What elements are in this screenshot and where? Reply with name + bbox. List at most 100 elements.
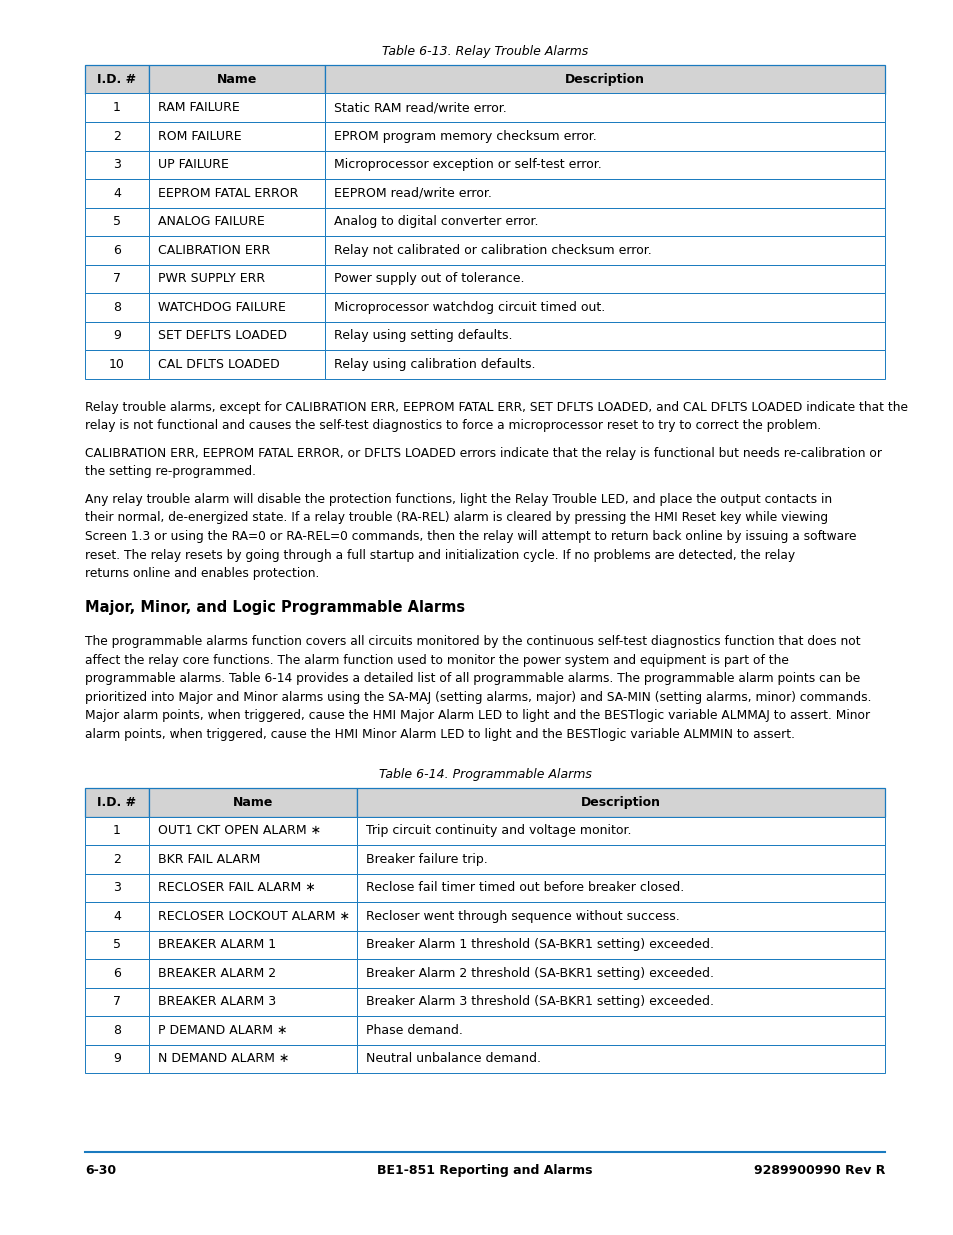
Text: 2: 2 <box>113 130 121 143</box>
Text: Table 6-14. Programmable Alarms: Table 6-14. Programmable Alarms <box>378 768 591 782</box>
Text: The programmable alarms function covers all circuits monitored by the continuous: The programmable alarms function covers … <box>85 635 860 648</box>
Text: CALIBRATION ERR, EEPROM FATAL ERROR, or DFLTS LOADED errors indicate that the re: CALIBRATION ERR, EEPROM FATAL ERROR, or … <box>85 447 882 459</box>
Bar <box>149 207 325 236</box>
Text: 2: 2 <box>113 853 121 866</box>
Bar <box>85 264 149 293</box>
Bar <box>356 903 884 931</box>
Text: alarm points, when triggered, cause the HMI Minor Alarm LED to light and the BES: alarm points, when triggered, cause the … <box>85 727 794 741</box>
Bar <box>149 1045 356 1073</box>
Bar <box>149 122 325 151</box>
Bar <box>356 988 884 1016</box>
Bar <box>356 960 884 988</box>
Bar <box>356 816 884 845</box>
Bar <box>149 988 356 1016</box>
Text: CAL DFLTS LOADED: CAL DFLTS LOADED <box>158 358 279 370</box>
Bar <box>325 293 884 321</box>
Bar <box>85 122 149 151</box>
Bar <box>149 350 325 378</box>
Text: Phase demand.: Phase demand. <box>366 1024 462 1037</box>
Text: Neutral unbalance demand.: Neutral unbalance demand. <box>366 1052 540 1066</box>
Bar <box>85 65 149 94</box>
Bar <box>149 179 325 207</box>
Text: Relay using calibration defaults.: Relay using calibration defaults. <box>334 358 535 370</box>
Text: N DEMAND ALARM ∗: N DEMAND ALARM ∗ <box>158 1052 289 1066</box>
Bar <box>85 179 149 207</box>
Bar <box>85 321 149 350</box>
Bar <box>356 1016 884 1045</box>
Text: P DEMAND ALARM ∗: P DEMAND ALARM ∗ <box>158 1024 287 1037</box>
Text: Relay not calibrated or calibration checksum error.: Relay not calibrated or calibration chec… <box>334 243 651 257</box>
Text: affect the relay core functions. The alarm function used to monitor the power sy: affect the relay core functions. The ala… <box>85 653 788 667</box>
Text: the setting re-programmed.: the setting re-programmed. <box>85 466 255 478</box>
Text: Name: Name <box>233 797 273 809</box>
Bar <box>356 931 884 960</box>
Text: 9: 9 <box>113 330 121 342</box>
Bar <box>149 903 356 931</box>
Text: BE1-851 Reporting and Alarms: BE1-851 Reporting and Alarms <box>376 1165 592 1177</box>
Bar <box>149 788 356 816</box>
Text: 3: 3 <box>113 158 121 172</box>
Text: 10: 10 <box>109 358 125 370</box>
Text: Any relay trouble alarm will disable the protection functions, light the Relay T: Any relay trouble alarm will disable the… <box>85 493 831 506</box>
Bar <box>149 65 325 94</box>
Text: RECLOSER LOCKOUT ALARM ∗: RECLOSER LOCKOUT ALARM ∗ <box>158 910 350 923</box>
Bar <box>325 350 884 378</box>
Text: ROM FAILURE: ROM FAILURE <box>158 130 241 143</box>
Text: reset. The relay resets by going through a full startup and initialization cycle: reset. The relay resets by going through… <box>85 548 794 562</box>
Text: 9: 9 <box>113 1052 121 1066</box>
Text: Relay trouble alarms, except for CALIBRATION ERR, EEPROM FATAL ERR, SET DFLTS LO: Relay trouble alarms, except for CALIBRA… <box>85 400 907 414</box>
Bar <box>325 151 884 179</box>
Bar <box>85 94 149 122</box>
Text: Description: Description <box>580 797 660 809</box>
Bar <box>85 903 149 931</box>
Bar <box>325 122 884 151</box>
Bar <box>149 960 356 988</box>
Bar <box>149 293 325 321</box>
Text: BREAKER ALARM 3: BREAKER ALARM 3 <box>158 995 275 1009</box>
Text: programmable alarms. Table 6-14 provides a detailed list of all programmable ala: programmable alarms. Table 6-14 provides… <box>85 672 860 685</box>
Text: ANALOG FAILURE: ANALOG FAILURE <box>158 215 265 228</box>
Text: Screen 1.3 or using the RA=0 or RA-REL=0 commands, then the relay will attempt t: Screen 1.3 or using the RA=0 or RA-REL=0… <box>85 530 856 543</box>
Text: returns online and enables protection.: returns online and enables protection. <box>85 567 319 580</box>
Text: 1: 1 <box>113 101 121 115</box>
Bar <box>325 264 884 293</box>
Text: 1: 1 <box>113 825 121 837</box>
Bar <box>149 931 356 960</box>
Text: 6: 6 <box>113 967 121 979</box>
Text: PWR SUPPLY ERR: PWR SUPPLY ERR <box>158 272 265 285</box>
Bar <box>85 931 149 960</box>
Bar <box>85 350 149 378</box>
Bar <box>356 788 884 816</box>
Text: Breaker Alarm 3 threshold (SA-BKR1 setting) exceeded.: Breaker Alarm 3 threshold (SA-BKR1 setti… <box>366 995 713 1009</box>
Text: SET DEFLTS LOADED: SET DEFLTS LOADED <box>158 330 287 342</box>
Text: EEPROM FATAL ERROR: EEPROM FATAL ERROR <box>158 186 298 200</box>
Bar <box>85 207 149 236</box>
Text: prioritized into Major and Minor alarms using the SA-MAJ (setting alarms, major): prioritized into Major and Minor alarms … <box>85 690 871 704</box>
Text: Name: Name <box>216 73 257 85</box>
Bar <box>356 873 884 903</box>
Bar <box>85 988 149 1016</box>
Bar <box>325 65 884 94</box>
Text: 6-30: 6-30 <box>85 1165 116 1177</box>
Bar <box>85 151 149 179</box>
Bar <box>149 236 325 264</box>
Text: EPROM program memory checksum error.: EPROM program memory checksum error. <box>334 130 597 143</box>
Text: BREAKER ALARM 2: BREAKER ALARM 2 <box>158 967 275 979</box>
Text: BREAKER ALARM 1: BREAKER ALARM 1 <box>158 939 275 951</box>
Text: Analog to digital converter error.: Analog to digital converter error. <box>334 215 537 228</box>
Text: Breaker failure trip.: Breaker failure trip. <box>366 853 487 866</box>
Text: 5: 5 <box>112 215 121 228</box>
Bar <box>85 960 149 988</box>
Bar <box>325 179 884 207</box>
Text: 7: 7 <box>112 272 121 285</box>
Bar <box>149 151 325 179</box>
Text: Power supply out of tolerance.: Power supply out of tolerance. <box>334 272 524 285</box>
Text: 8: 8 <box>112 301 121 314</box>
Text: 6: 6 <box>113 243 121 257</box>
Bar <box>325 207 884 236</box>
Text: UP FAILURE: UP FAILURE <box>158 158 229 172</box>
Text: Microprocessor watchdog circuit timed out.: Microprocessor watchdog circuit timed ou… <box>334 301 604 314</box>
Text: 8: 8 <box>112 1024 121 1037</box>
Text: Static RAM read/write error.: Static RAM read/write error. <box>334 101 506 115</box>
Text: OUT1 CKT OPEN ALARM ∗: OUT1 CKT OPEN ALARM ∗ <box>158 825 321 837</box>
